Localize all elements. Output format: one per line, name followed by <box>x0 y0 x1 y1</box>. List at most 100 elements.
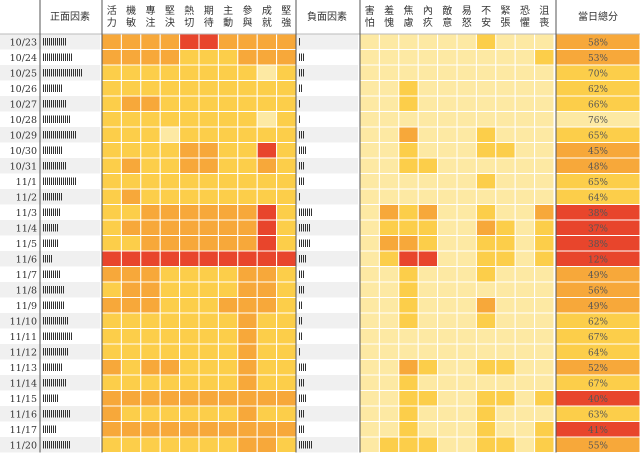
positive-tally-mark <box>61 441 62 449</box>
negative-cell <box>456 142 477 159</box>
negative-cell <box>437 312 458 329</box>
positive-cell <box>179 250 200 267</box>
negative-cell <box>417 359 439 376</box>
negative-tally-mark <box>301 441 302 449</box>
positive-tally-mark <box>65 348 66 356</box>
date-row-bg <box>0 297 40 313</box>
positive-cell <box>198 219 219 236</box>
negative-cell <box>417 250 439 267</box>
negative-cell <box>417 49 439 66</box>
date-label: 11/14 <box>10 379 37 390</box>
positive-tally-mark <box>49 425 50 433</box>
negative-tally-mark <box>299 84 300 92</box>
negative-tally-row-bg <box>296 390 358 406</box>
positive-tally-mark <box>63 115 64 123</box>
date-label: 11/2 <box>16 193 37 204</box>
positive-cell <box>179 312 200 329</box>
negative-cell <box>437 297 458 314</box>
negative-cell <box>514 436 536 453</box>
negative-tally-mark <box>299 270 300 278</box>
date-row-bg <box>0 142 40 158</box>
negative-cell <box>475 235 497 252</box>
negative-cell <box>456 405 477 422</box>
positive-cell <box>237 142 258 159</box>
positive-cell <box>217 33 239 50</box>
positive-tally-mark <box>57 379 58 387</box>
positive-tally-mark <box>53 69 54 77</box>
positive-tally-mark <box>55 115 56 123</box>
negative-cell <box>398 343 419 360</box>
positive-cell <box>159 374 181 391</box>
positive-tally-mark <box>45 394 46 402</box>
negative-cell <box>378 250 400 267</box>
positive-cell <box>198 235 219 252</box>
negative-cell <box>475 297 497 314</box>
date-row-bg <box>0 235 40 251</box>
date-label: 11/15 <box>10 394 37 405</box>
negative-cell <box>437 328 458 345</box>
positive-tally-mark <box>43 38 44 46</box>
positive-cell <box>276 33 297 50</box>
positive-tally-mark <box>59 379 60 387</box>
negative-cell <box>475 80 497 97</box>
negative-cell <box>398 250 419 267</box>
positive-cell <box>217 157 239 174</box>
positive-tally-row-bg <box>40 235 100 251</box>
positive-tally-mark <box>55 410 56 418</box>
negative-tally-mark <box>305 224 306 232</box>
negative-cell <box>475 436 497 453</box>
positive-cell <box>140 80 161 97</box>
negative-cell <box>437 64 458 81</box>
positive-tally-mark <box>63 379 64 387</box>
positive-tally-mark <box>69 441 70 449</box>
positive-tally-row-bg <box>40 297 100 313</box>
positive-cell <box>198 405 219 422</box>
positive-tally-mark <box>47 193 48 201</box>
positive-tally-mark <box>53 379 54 387</box>
positive-tally-mark <box>63 162 64 170</box>
positive-cell <box>159 281 181 298</box>
positive-cell <box>217 250 239 267</box>
negative-cell <box>456 157 477 174</box>
negative-cell <box>475 312 497 329</box>
negative-cell <box>417 436 439 453</box>
negative-tally-row-bg <box>296 49 358 65</box>
positive-tally-mark <box>73 131 74 139</box>
negative-cell <box>475 95 497 112</box>
negative-cell <box>534 126 555 143</box>
positive-cell <box>140 49 161 66</box>
positive-tally-mark <box>65 162 66 170</box>
positive-tally-mark <box>67 441 68 449</box>
positive-tally-mark <box>47 84 48 92</box>
positive-cell <box>256 235 278 252</box>
negative-cell <box>534 235 555 252</box>
positive-tally-mark <box>49 224 50 232</box>
positive-tally-mark <box>57 317 58 325</box>
negative-cell <box>398 266 419 283</box>
positive-tally-mark <box>57 348 58 356</box>
date-label: 11/3 <box>16 208 37 219</box>
negative-cell <box>456 95 477 112</box>
positive-cell <box>276 142 297 159</box>
positive-tally-mark <box>63 301 64 309</box>
date-label: 11/6 <box>16 255 37 266</box>
negative-cell <box>534 188 555 205</box>
positive-tally-mark <box>69 53 70 61</box>
negative-cell <box>437 204 458 221</box>
positive-tally-mark <box>75 177 76 185</box>
positive-cell <box>159 421 181 438</box>
negative-cell <box>437 95 458 112</box>
positive-cell <box>140 297 161 314</box>
positive-cell <box>276 204 297 221</box>
negative-cell <box>514 281 536 298</box>
negative-column-label: 易 <box>462 5 472 17</box>
positive-cell <box>159 343 181 360</box>
positive-tally-mark <box>43 363 44 371</box>
negative-tally-row-bg <box>296 297 358 313</box>
positive-cell <box>120 405 142 422</box>
score-value: 37% <box>588 225 608 235</box>
positive-cell <box>159 173 181 190</box>
positive-cell <box>256 49 278 66</box>
negative-tally-row-bg <box>296 375 358 391</box>
positive-cell <box>237 111 258 128</box>
